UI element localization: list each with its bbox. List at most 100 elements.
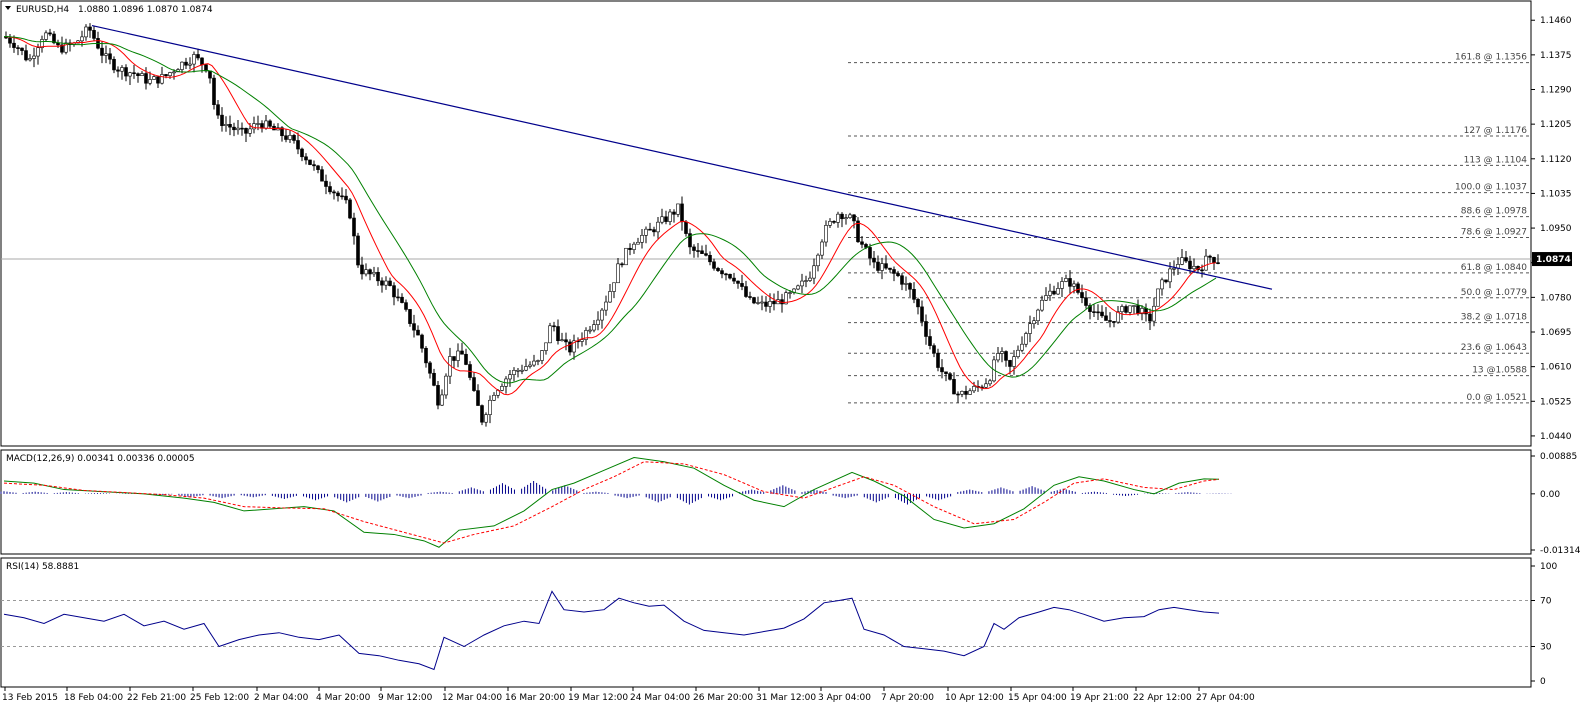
candle-body — [668, 211, 672, 222]
candle-body — [1184, 257, 1188, 262]
candle-body — [1040, 299, 1044, 311]
candle-body — [1036, 309, 1040, 322]
candle-body — [172, 71, 176, 74]
candle-body — [568, 341, 572, 353]
time-tick-label: 24 Mar 04:00 — [630, 693, 690, 703]
macd-chart: 0.00885 0.00 -0.01314 — [0, 452, 1581, 556]
candle-body — [532, 360, 536, 366]
candle-body — [688, 233, 692, 248]
candle-body — [1004, 351, 1008, 361]
candle-body — [924, 321, 928, 337]
candle-body — [116, 69, 120, 72]
candle-body — [52, 33, 56, 44]
candle-body — [1096, 311, 1100, 314]
candle-body — [408, 309, 412, 324]
candle-body — [60, 44, 64, 53]
dropdown-arrow-icon[interactable] — [5, 6, 11, 10]
candle-body — [736, 280, 740, 284]
candle-body — [656, 221, 660, 233]
candle-body — [580, 339, 584, 342]
time-tick-label: 2 Mar 04:00 — [254, 693, 309, 703]
candle-body — [520, 369, 524, 372]
candle-body — [572, 340, 576, 353]
candle-body — [184, 61, 188, 66]
candle-body — [640, 235, 644, 243]
candle-body — [672, 211, 676, 215]
candle-body — [940, 367, 944, 373]
candle-body — [292, 135, 296, 141]
candle-body — [612, 282, 616, 292]
candle-body — [696, 250, 700, 252]
candle-body — [348, 199, 352, 219]
time-tick-label: 12 Mar 04:00 — [442, 693, 502, 703]
candle-body — [216, 104, 220, 116]
candle-body — [444, 375, 448, 396]
candle-body — [240, 127, 244, 130]
candle-body — [1204, 255, 1208, 271]
candle-body — [584, 330, 588, 340]
candle-body — [684, 221, 688, 234]
current-price-badge — [1532, 252, 1572, 267]
rsi-tick-label: 100 — [1540, 562, 1557, 572]
price-tick-label: 1.0950 — [1540, 224, 1572, 234]
candle-body — [396, 296, 400, 299]
candle-body — [136, 73, 140, 76]
price-tick-label: 1.0525 — [1540, 397, 1572, 407]
macd-tick-label: 0.00885 — [1540, 452, 1577, 462]
rsi-tick-label: 0 — [1540, 677, 1546, 687]
candle-body — [732, 277, 736, 282]
candle-body — [304, 156, 308, 161]
candle-body — [1048, 290, 1052, 296]
candle-body — [28, 58, 32, 61]
candle-body — [128, 72, 132, 77]
main-chart: 1.1460 1.1375 1.1290 1.1205 1.1120 1.1035 1.09… — [1, 16, 1572, 442]
candle-body — [968, 390, 972, 395]
candle-body — [332, 191, 336, 194]
candle-body — [1116, 311, 1120, 323]
candle-body — [860, 241, 864, 245]
slow-moving-average-line — [3, 36, 1217, 384]
fib-level-label: 88.6 @ 1.0978 — [1461, 207, 1528, 217]
candle-body — [1160, 279, 1164, 290]
candle-body — [456, 350, 460, 361]
candle-body — [48, 32, 52, 35]
time-tick-label: 10 Apr 12:00 — [945, 693, 1004, 703]
candle-body — [380, 280, 384, 286]
candle-body — [760, 301, 764, 304]
candle-body — [364, 269, 368, 275]
candle-body — [840, 213, 844, 220]
candle-body — [784, 292, 788, 305]
candle-body — [984, 383, 988, 388]
candle-body — [1140, 308, 1144, 315]
candle-body — [420, 334, 424, 349]
candle-body — [236, 127, 240, 131]
candle-body — [1180, 257, 1184, 265]
candle-body — [1188, 260, 1192, 270]
candle-body — [912, 288, 916, 300]
price-tick-label: 1.0780 — [1540, 293, 1572, 303]
time-tick-label: 26 Mar 20:00 — [693, 693, 753, 703]
candle-body — [1156, 288, 1160, 307]
fib-level-label: 100.0 @ 1.1037 — [1455, 183, 1527, 193]
candle-body — [388, 280, 392, 286]
candle-body — [600, 309, 604, 321]
candle-body — [916, 299, 920, 308]
candle-body — [1128, 305, 1132, 313]
fib-level-label: 0.0 @ 1.0521 — [1466, 393, 1527, 403]
price-tick-label: 1.1120 — [1540, 155, 1572, 165]
price-tick-label: 1.1460 — [1540, 16, 1572, 26]
rsi-chart: 100 70 30 0 — [1, 562, 1557, 687]
current-price-label: 1.0874 — [1536, 255, 1571, 265]
candle-body — [228, 124, 232, 128]
candle-body — [164, 74, 168, 77]
candle-body — [904, 283, 908, 285]
candle-body — [836, 213, 840, 223]
candle-body — [952, 379, 956, 395]
candle-body — [224, 124, 228, 126]
candle-body — [416, 329, 420, 336]
chart-symbol-label: EURUSD,H4 — [16, 5, 69, 15]
candle-body — [636, 241, 640, 245]
candle-body — [756, 302, 760, 304]
candle-body — [508, 374, 512, 380]
candle-body — [100, 47, 104, 56]
